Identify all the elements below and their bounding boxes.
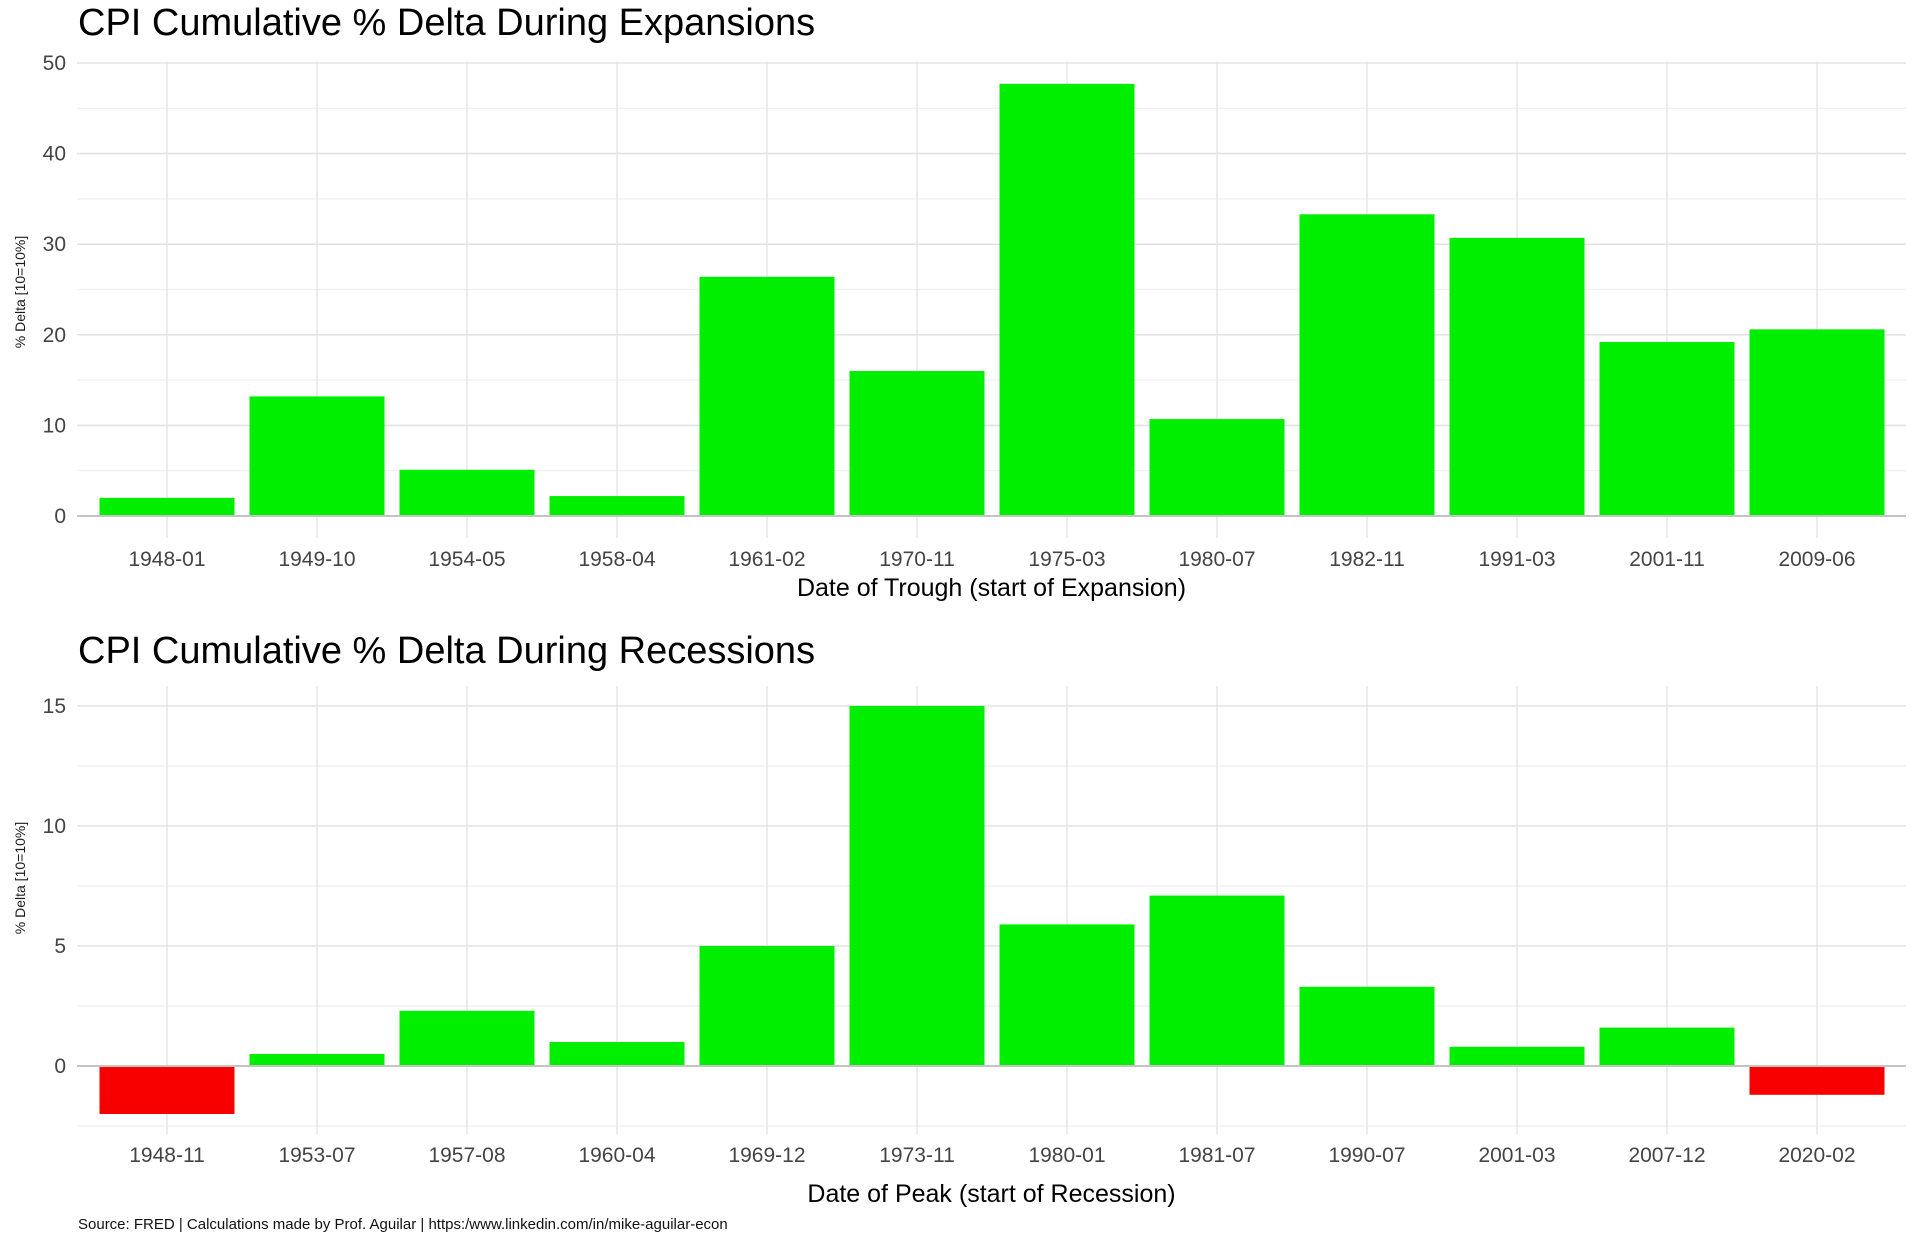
x-tick-label: 1948-01 — [128, 548, 205, 571]
x-tick-label: 1973-11 — [879, 1144, 955, 1167]
x-tick-label: 1982-11 — [1329, 548, 1405, 571]
bar-2001-03 — [1449, 1046, 1585, 1066]
y-tick-label: 10 — [43, 414, 66, 437]
bar-1990-07 — [1299, 986, 1435, 1066]
x-tick-label: 1981-07 — [1178, 1144, 1255, 1167]
x-tick-label: 1975-03 — [1028, 548, 1105, 571]
x-tick-label: 1970-11 — [879, 548, 955, 571]
bar-1991-03 — [1449, 237, 1585, 516]
bar-1948-11 — [99, 1066, 235, 1114]
recessions-chart-title: CPI Cumulative % Delta During Recessions — [78, 630, 816, 672]
bar-2009-06 — [1749, 329, 1885, 516]
bar-1982-11 — [1299, 214, 1435, 516]
x-tick-label: 2020-02 — [1778, 1144, 1855, 1167]
x-tick-label: 1980-07 — [1178, 548, 1255, 571]
bar-2020-02 — [1749, 1066, 1885, 1095]
bar-1958-04 — [549, 496, 685, 516]
bar-1981-07 — [1149, 895, 1285, 1066]
y-tick-label: 40 — [43, 143, 66, 166]
x-tick-label: 2009-06 — [1778, 548, 1855, 571]
bar-1969-12 — [699, 946, 835, 1066]
x-tick-label: 1958-04 — [578, 548, 655, 571]
x-tick-label: 1957-08 — [428, 1144, 505, 1167]
y-tick-label: 10 — [43, 815, 66, 838]
x-tick-label: 1991-03 — [1478, 548, 1555, 571]
y-tick-label: 0 — [54, 505, 66, 528]
bar-1973-11 — [849, 706, 985, 1066]
bar-1954-05 — [399, 469, 535, 516]
recessions-chart: 0 5 10 15 1948-11 1953-07 1957-08 1960-04 1969-1… — [43, 686, 1906, 1167]
bar-2007-12 — [1599, 1027, 1735, 1066]
x-tick-label: 1954-05 — [428, 548, 505, 571]
y-tick-label: 15 — [43, 695, 66, 718]
y-tick-label: 5 — [54, 935, 66, 958]
x-tick-label: 1948-11 — [129, 1144, 205, 1167]
expansions-chart: 0 10 20 30 40 50 1948-01 1949-10 1954-05 1958-04 1… — [43, 52, 1906, 571]
bar-1957-08 — [399, 1010, 535, 1066]
bar-1980-07 — [1149, 419, 1285, 516]
x-tick-label: 1961-02 — [728, 548, 805, 571]
bar-1975-03 — [999, 83, 1135, 516]
expansions-chart-title: CPI Cumulative % Delta During Expansions — [78, 2, 816, 44]
bar-1970-11 — [849, 371, 985, 516]
y-tick-label: 0 — [54, 1055, 66, 1078]
x-tick-label: 2001-11 — [1629, 548, 1705, 571]
y-tick-label: 50 — [43, 52, 66, 75]
bar-1949-10 — [249, 396, 385, 516]
source-attribution: Source: FRED | Calculations made by Prof… — [78, 1216, 728, 1233]
x-tick-label: 1990-07 — [1328, 1144, 1405, 1167]
x-tick-label: 1980-01 — [1028, 1144, 1105, 1167]
y-tick-label: 20 — [43, 324, 66, 347]
recessions-x-axis-title: Date of Peak (start of Recession) — [807, 1180, 1176, 1208]
bar-2001-11 — [1599, 342, 1735, 516]
bar-1961-02 — [699, 276, 835, 516]
x-tick-label: 2001-03 — [1478, 1144, 1555, 1167]
x-tick-label: 1960-04 — [578, 1144, 655, 1167]
expansions-x-axis-title: Date of Trough (start of Expansion) — [796, 574, 1187, 602]
x-tick-label: 1953-07 — [278, 1144, 355, 1167]
y-tick-label: 30 — [43, 233, 66, 256]
bar-1953-07 — [249, 1054, 385, 1066]
x-tick-label: 1949-10 — [278, 548, 355, 571]
x-tick-label: 1969-12 — [728, 1144, 805, 1167]
bar-1960-04 — [549, 1042, 685, 1066]
bar-1980-01 — [999, 924, 1135, 1066]
x-tick-label: 2007-12 — [1628, 1144, 1705, 1167]
bar-1948-01 — [99, 497, 235, 516]
